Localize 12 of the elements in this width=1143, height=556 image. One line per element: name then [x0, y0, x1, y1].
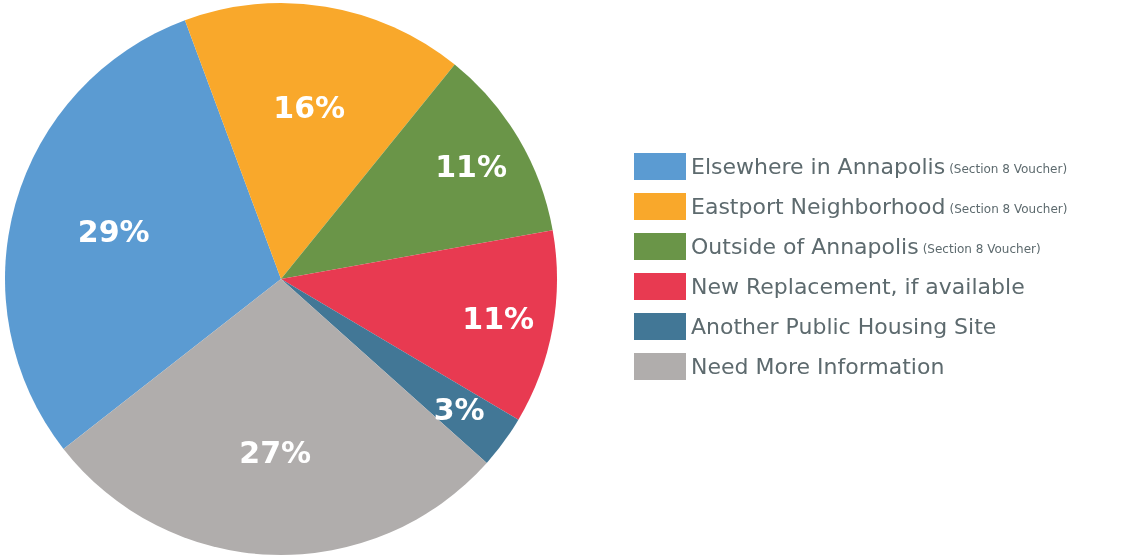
data-label: 16%	[273, 89, 346, 125]
legend-label: Elsewhere in Annapolis (Section 8 Voucher)	[691, 154, 1068, 179]
data-label: 11%	[435, 149, 507, 185]
legend-label: Another Public Housing Site	[691, 314, 997, 339]
legend-label: Need More Information	[691, 354, 945, 379]
data-label: 27%	[239, 435, 312, 471]
legend-label: New Replacement, if available	[691, 274, 1025, 299]
legend-label: Eastport Neighborhood (Section 8 Voucher)	[691, 194, 1068, 219]
data-label: 3%	[433, 391, 485, 427]
data-label: 29%	[77, 214, 150, 250]
data-label: 11%	[462, 300, 535, 336]
legend-label: Outside of Annapolis (Section 8 Voucher)	[691, 234, 1041, 259]
